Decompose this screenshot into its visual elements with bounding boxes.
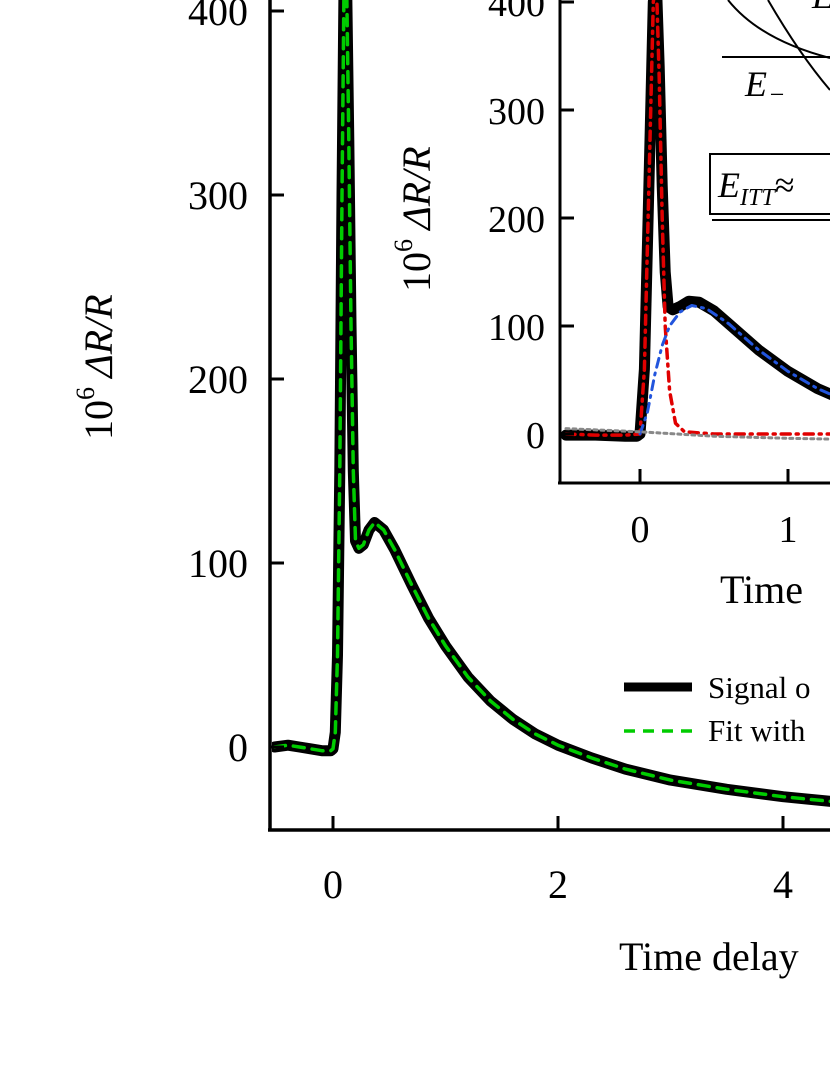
main-y-tick-label: 400 (188, 0, 248, 34)
inset-x-tick-label: 0 (631, 509, 650, 551)
main-x-tick-label: 4 (773, 862, 793, 907)
inset-x-axis-title: Time (720, 567, 803, 612)
main-x-tick-label: 0 (323, 862, 343, 907)
inset-x-tick-label: 1 (779, 509, 798, 551)
main-series-1 (272, 0, 830, 804)
inset-series-1 (564, 0, 830, 437)
inset-background (560, 0, 830, 484)
e-itt-box (709, 153, 830, 215)
inset-y-tick-label: 200 (488, 199, 545, 241)
main-y-axis-title: 106 ΔR/R (71, 294, 121, 440)
e-itt-label: EITT≈ (717, 165, 794, 211)
schematic-curve-1 (727, 0, 830, 59)
inset-y-tick-label: 100 (488, 307, 545, 349)
main-y-tick-label: 300 (188, 173, 248, 218)
inset-series-2 (638, 304, 830, 436)
inset-y-tick-label: 300 (488, 91, 545, 133)
inset-chart: E E− EITT≈ 0 1 0 100 200 300 400 Time 106 ΔR/R (389, 0, 830, 612)
inset-y-axis-title: 106 ΔR/R (389, 146, 439, 292)
schematic-label-e-top: E (811, 0, 830, 16)
legend: Signal o Fit with (624, 670, 810, 748)
schematic-curve-2 (767, 0, 830, 91)
inset-schematic: E E− EITT≈ (709, 0, 830, 221)
main-y-tick-label: 0 (228, 725, 248, 770)
inset-y-tick-label: 0 (526, 415, 545, 457)
main-x-tick-label: 2 (548, 862, 568, 907)
main-y-tick-label: 100 (188, 541, 248, 586)
inset-y-tick-label: 400 (488, 0, 545, 25)
main-x-axis-title: Time delay (619, 934, 799, 979)
legend-label-fit: Fit with (708, 713, 806, 748)
main-y-tick-label: 200 (188, 357, 248, 402)
schematic-label-e-minus: E− (744, 64, 786, 109)
inset-series-3 (564, 427, 830, 441)
legend-label-signal: Signal o (708, 670, 810, 705)
